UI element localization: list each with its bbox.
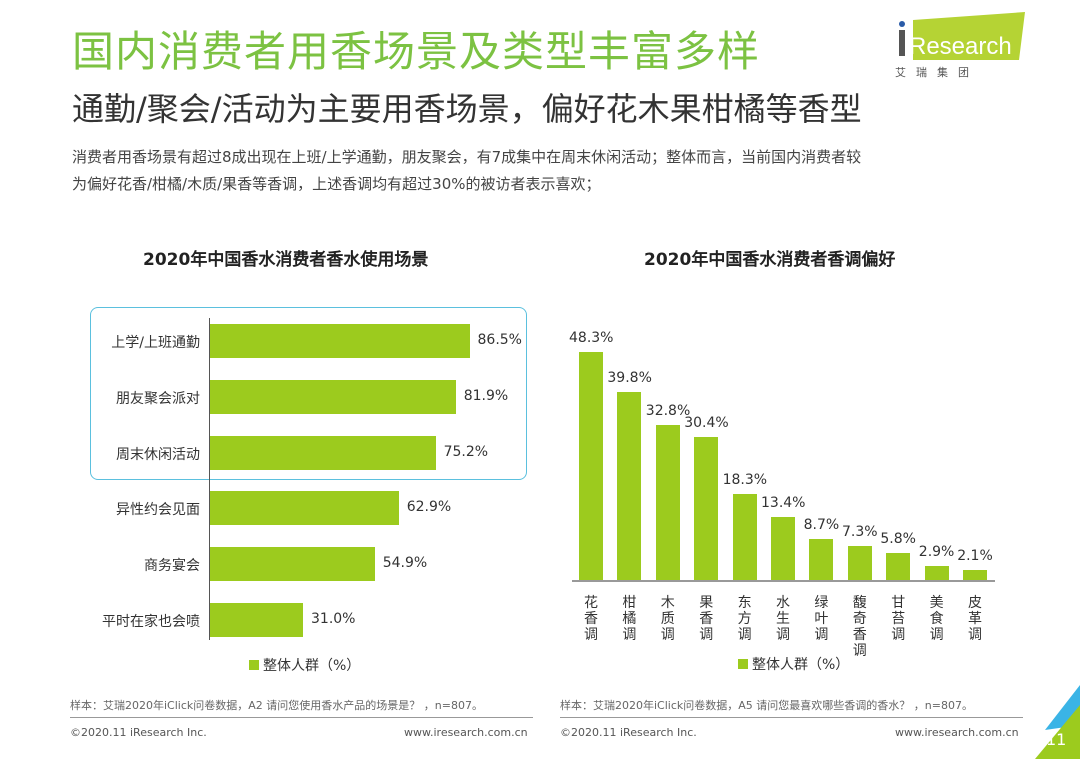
svg-text:Research: Research	[909, 33, 1012, 60]
divider	[560, 717, 1023, 718]
data-label: 30.4%	[684, 414, 729, 431]
bar	[210, 435, 436, 470]
category-label: 绿叶调	[814, 595, 829, 643]
bar	[210, 603, 303, 637]
category-label: 甘苔调	[891, 595, 906, 643]
data-label: 39.8%	[607, 370, 652, 387]
category-label: 美食调	[929, 595, 944, 643]
url-left[interactable]: www.iresearch.com.cn	[404, 726, 528, 739]
right-chart-title: 2020年中国香水消费者香调偏好	[644, 250, 896, 270]
bar	[579, 352, 603, 580]
left-note: 样本：艾瑞2020年iClick问卷数据，A2 请问您使用香水产品的场景是？ ，…	[70, 699, 483, 712]
copyright-right: ©2020.11 iResearch Inc.	[560, 726, 697, 739]
bar	[210, 547, 375, 582]
right-axis	[572, 580, 995, 582]
data-label: 5.8%	[880, 530, 916, 547]
data-label: 81.9%	[463, 387, 509, 404]
bar	[924, 566, 949, 580]
data-label: 62.9%	[406, 499, 452, 516]
category-label: 朋友聚会派对	[116, 390, 200, 407]
category-label: 果香调	[699, 595, 714, 643]
data-label: 8.7%	[803, 516, 840, 533]
description-line-2: 为偏好花香/柑橘/木质/果香等香调，上述香调均有超过30%的被访者表示喜欢；	[72, 175, 601, 193]
data-label: 13.4%	[761, 494, 806, 511]
bar	[655, 425, 680, 580]
svg-text:艾瑞集团: 艾瑞集团	[895, 65, 979, 79]
data-label: 31.0%	[311, 611, 356, 627]
page-title: 国内消费者用香场景及类型丰富多样	[72, 27, 761, 76]
legend-swatch	[249, 660, 259, 670]
category-label: 平时在家也会喷	[102, 614, 200, 630]
category-label: 木质调	[660, 595, 675, 643]
bar	[847, 545, 872, 580]
data-label: 48.3%	[569, 330, 614, 347]
bar	[210, 379, 456, 414]
bar	[809, 538, 834, 580]
data-label: 2.9%	[918, 544, 955, 561]
page-number: 11	[1046, 730, 1067, 749]
bar	[771, 516, 795, 580]
data-label: 2.1%	[957, 548, 993, 565]
url-right[interactable]: www.iresearch.com.cn	[895, 726, 1019, 739]
legend-swatch	[738, 659, 748, 669]
category-label: 异性约会见面	[116, 502, 200, 519]
bar	[732, 493, 757, 580]
right-note: 样本：艾瑞2020年iClick问卷数据，A5 请问您最喜欢哪些香调的香水？ ，…	[560, 699, 973, 712]
copyright-left: ©2020.11 iResearch Inc.	[70, 726, 207, 739]
iresearch-logo: Research 艾瑞集团	[893, 10, 1028, 80]
category-label: 商务宴会	[144, 558, 200, 575]
category-label: 水生调	[776, 595, 790, 643]
bar	[210, 324, 470, 358]
data-label: 86.5%	[477, 332, 522, 348]
right-legend: 整体人群（%）	[738, 654, 849, 674]
left-axis	[209, 318, 210, 640]
bar	[963, 570, 987, 580]
category-label: 皮革调	[968, 595, 982, 643]
data-label: 75.2%	[443, 443, 489, 460]
divider	[70, 717, 533, 718]
data-label: 54.9%	[382, 555, 428, 572]
description-line-1: 消费者用香场景有超过8成出现在上班/上学通勤，朋友聚会，有7成集中在周末休闲活动…	[72, 148, 862, 166]
category-label: 周末休闲活动	[116, 446, 200, 463]
left-chart-title: 2020年中国香水消费者香水使用场景	[143, 250, 429, 270]
bar	[694, 436, 719, 580]
category-label: 柑橘调	[622, 595, 637, 643]
bar	[886, 552, 911, 580]
data-label: 32.8%	[645, 403, 691, 420]
bar	[210, 491, 399, 526]
category-label: 花香调	[584, 595, 598, 643]
page-subtitle: 通勤/聚会/活动为主要用香场景，偏好花木果柑橘等香型	[72, 90, 862, 128]
bar	[617, 392, 642, 580]
category-label: 上学/上班通勤	[111, 335, 200, 351]
category-label: 馥奇香调	[852, 595, 867, 659]
highlight-box	[90, 307, 527, 480]
corner-decoration	[1035, 685, 1080, 759]
category-label: 东方调	[737, 595, 752, 643]
left-legend: 整体人群（%）	[249, 655, 360, 675]
data-label: 18.3%	[722, 471, 768, 488]
data-label: 7.3%	[842, 523, 878, 540]
